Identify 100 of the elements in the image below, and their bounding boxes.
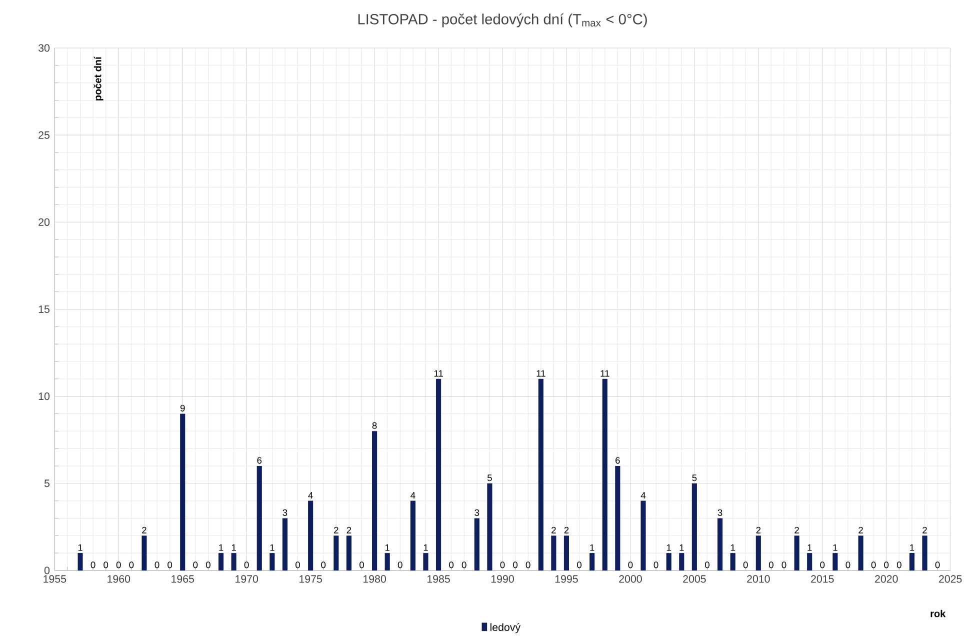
x-tick-label: 1995 (555, 575, 578, 583)
data-label: 1 (270, 544, 274, 551)
data-label: 0 (820, 561, 825, 568)
y-tick-label: 30 (38, 44, 50, 52)
bar (922, 536, 928, 570)
y-tick-label: 5 (44, 480, 50, 487)
bar (308, 500, 314, 570)
bar (756, 536, 761, 570)
data-label: 0 (449, 561, 454, 568)
data-label: 0 (90, 561, 96, 568)
data-label: 4 (308, 492, 313, 498)
data-label: 0 (154, 561, 160, 568)
data-label: 0 (846, 561, 850, 568)
data-label: 6 (616, 456, 620, 464)
bar (474, 518, 480, 570)
y-axis-title: počet dní (94, 56, 104, 100)
bar (334, 536, 339, 570)
bar (551, 536, 556, 570)
x-tick-label: 1960 (108, 575, 130, 583)
chart-title: LISTOPAD - počet ledových dní (T$_{max}$ < 0°C) (358, 13, 647, 28)
bar (423, 552, 428, 570)
x-tick-label: 2015 (811, 575, 834, 583)
data-label: 3 (718, 509, 722, 516)
data-label: 0 (768, 561, 774, 568)
data-label: 0 (462, 561, 466, 568)
data-label: 0 (129, 561, 134, 568)
data-label: 11 (434, 370, 443, 376)
data-label: 1 (680, 544, 684, 551)
bar (615, 466, 620, 570)
bar (78, 552, 83, 570)
data-label: 3 (282, 509, 288, 516)
data-label: 1 (910, 544, 914, 551)
data-label: 2 (334, 526, 338, 534)
x-tick-label: 1990 (491, 575, 514, 583)
data-label: 1 (232, 544, 236, 551)
bar (909, 552, 914, 570)
data-label: 2 (564, 526, 569, 534)
data-label: 2 (858, 526, 863, 534)
data-label: 5 (692, 474, 697, 481)
x-tick-label: 1965 (172, 575, 194, 583)
x-tick-label: 2010 (747, 575, 770, 583)
data-label: 3 (474, 509, 480, 516)
x-tick-label: 1980 (364, 575, 386, 583)
bar (602, 378, 608, 570)
data-label: 0 (360, 561, 364, 568)
bar (256, 466, 262, 570)
data-label: 0 (743, 561, 748, 568)
bar (231, 552, 236, 570)
data-label: 1 (385, 544, 390, 551)
data-label: 4 (640, 492, 646, 498)
data-label: 2 (922, 526, 927, 534)
data-label: 0 (244, 561, 249, 568)
data-label: 1 (833, 544, 838, 551)
data-label: 8 (372, 422, 377, 429)
x-axis-title: rok (930, 610, 946, 618)
bar (180, 414, 186, 570)
data-label: 0 (398, 561, 402, 568)
data-label: 1 (730, 544, 735, 551)
x-tick-label: 2025 (939, 575, 962, 583)
bar (794, 536, 800, 570)
data-label: 0 (500, 561, 505, 568)
data-label: 11 (536, 370, 546, 376)
data-label: 0 (628, 561, 633, 568)
x-tick-label: 1975 (300, 575, 322, 583)
data-label: 1 (590, 544, 594, 551)
data-label: 5 (487, 474, 492, 481)
data-label: 0 (193, 561, 198, 568)
x-tick-label: 2005 (683, 575, 706, 583)
bar (590, 552, 595, 570)
y-tick-label: 15 (38, 305, 50, 313)
bar (487, 483, 492, 570)
data-label: 0 (526, 561, 530, 568)
bar (384, 552, 390, 570)
data-label: 0 (206, 561, 210, 568)
data-label: 2 (794, 526, 799, 534)
data-label: 0 (935, 561, 940, 568)
y-tick-label: 0 (44, 566, 50, 574)
y-tick-label: 10 (38, 392, 50, 400)
data-label: 6 (257, 456, 262, 464)
bar (807, 552, 812, 570)
data-label: 2 (552, 526, 556, 534)
data-label: 1 (666, 544, 671, 551)
bar (142, 536, 147, 570)
data-label: 0 (116, 561, 121, 568)
y-tick-label: 25 (38, 131, 50, 139)
bar (436, 378, 442, 570)
data-label: 0 (577, 561, 582, 568)
bar (717, 518, 723, 570)
bar (564, 536, 570, 570)
data-label: 0 (704, 561, 710, 568)
data-label: 0 (871, 561, 876, 568)
bar (640, 500, 646, 570)
bar (372, 431, 378, 570)
x-tick-label: 2000 (619, 575, 642, 583)
x-tick-label: 1985 (427, 575, 450, 583)
data-label: 2 (142, 526, 146, 534)
data-label: 0 (896, 561, 902, 568)
bar (270, 552, 275, 570)
data-label: 0 (296, 561, 300, 568)
bar (730, 552, 736, 570)
